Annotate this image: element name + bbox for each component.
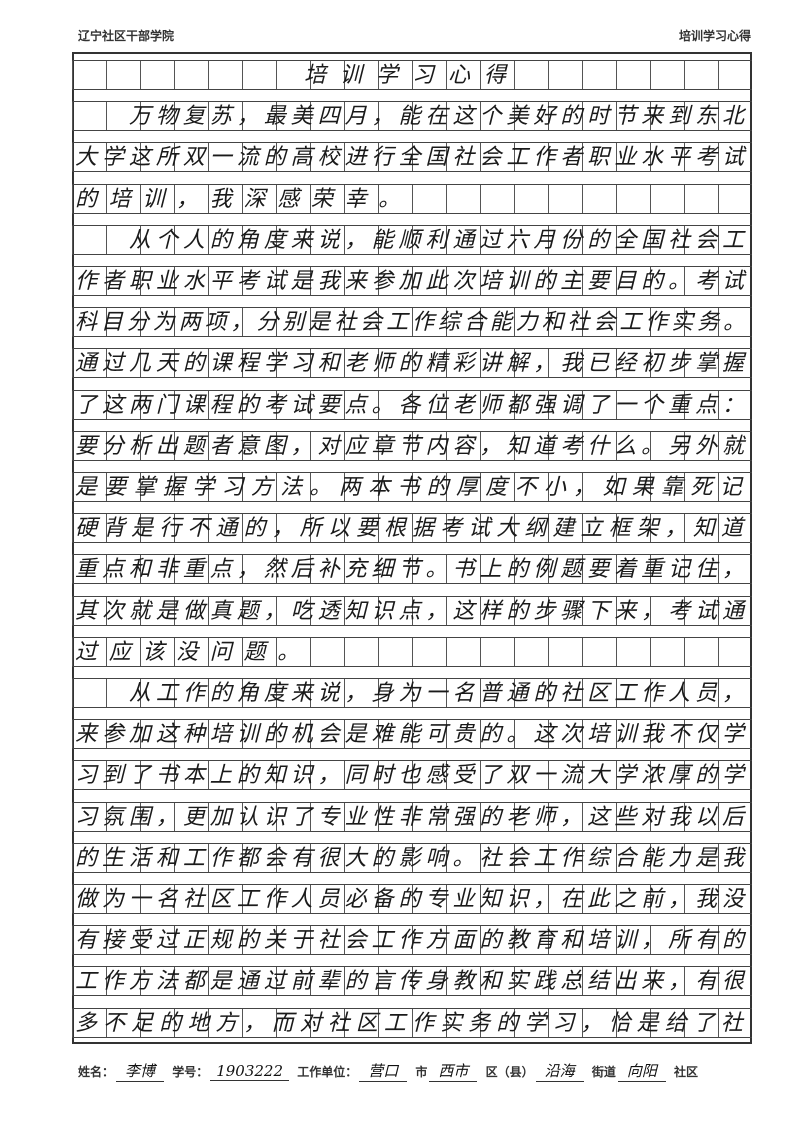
essay-line: 习到了书本上的知识，同时也感受了双一流大学浓厚的学 [75, 763, 750, 789]
essay-row: 要分析出题者意图，对应章节内容，知道考什么。另外就 [72, 430, 752, 461]
essay-row: 来参加这种培训的机会是难能可贵的。这次培训我不仅学 [72, 719, 752, 750]
essay-row: 万物复苏，最美四月，能在这个美好的时节来到东北 [72, 101, 752, 132]
essay-row: 有接受过正规的关于社会工作方面的教育和培训，所有的 [72, 925, 752, 956]
essay-line: 习氛围，更加认识了专业性非常强的老师，这些对我以后 [75, 804, 750, 830]
essay-row: 的培训，我深感荣幸。 [72, 183, 752, 214]
street-value: 沿海 [535, 1060, 584, 1082]
essay-line: 通过几天的课程学习和老师的精彩讲解，我已经初步掌握 [75, 351, 750, 377]
name-value: 李博 [116, 1060, 165, 1082]
essay-row: 大学这所双一流的高校进行全国社会工作者职业水平考试 [72, 142, 752, 173]
essay-row: 做为一名社区工作人员必备的专业知识，在此之前，我没 [72, 884, 752, 914]
name-label: 姓名： [78, 1065, 115, 1079]
essay-line: 是要掌握学习方法。两本书的厚度不小，如果靠死记 [75, 475, 750, 500]
essay-line: 的培训，我深感荣幸。 [75, 186, 413, 212]
essay-row: 通过几天的课程学习和老师的精彩讲解，我已经初步掌握 [72, 348, 752, 379]
essay-row: 习氛围，更加认识了专业性非常强的老师，这些对我以后 [72, 801, 752, 832]
essay-line: 做为一名社区工作人员必备的专业知识，在此之前，我没 [75, 887, 750, 912]
essay-line: 多不足的地方，而对社区工作实务的学习，恰是给了社 [75, 1010, 750, 1036]
essay-line: 了这两门课程的考试要点。各位老师都强调了一个重点： [75, 392, 750, 418]
district-label: 区（县） [485, 1065, 534, 1079]
essay-row: 工作方法都是通过前辈的言传身教和实践总结出来，有很 [72, 966, 752, 997]
essay-row: 科目分为两项，分别是社会工作综合能力和社会工作实务。 [72, 307, 752, 338]
essay-line: 作者职业水平考试是我来参加此次培训的主要目的。考试 [75, 269, 750, 294]
document-type-header: 培训学习心得 [678, 29, 751, 43]
essay-row: 硬背是行不通的，所以要根据考试大纲建立框架，知道 [72, 513, 752, 544]
id-label: 学号： [172, 1065, 209, 1079]
essay-row: 从工作的角度来说，身为一名普通的社区工作人员， [72, 678, 752, 708]
essay-line: 从个人的角度来说，能顺利通过六月份的全国社会工 [75, 227, 750, 253]
essay-row: 重点和非重点，然后补充细节。书上的例题要着重记住， [72, 554, 752, 585]
essay-line: 重点和非重点，然后补充细节。书上的例题要着重记住， [75, 557, 750, 583]
city-value: 营口 [359, 1060, 408, 1082]
essay-row: 是要掌握学习方法。两本书的厚度不小，如果靠死记 [72, 472, 752, 502]
essay-title-row: 培训学习心得 [72, 60, 752, 90]
essay-line: 硬背是行不通的，所以要根据考试大纲建立框架，知道 [75, 516, 750, 542]
essay-line: 工作方法都是通过前辈的言传身教和实践总结出来，有很 [75, 969, 750, 995]
id-value: 1903222 [210, 1062, 290, 1081]
manuscript-grid-frame [72, 52, 752, 1044]
essay-line: 要分析出题者意图，对应章节内容，知道考什么。另外就 [75, 433, 750, 459]
essay-line: 有接受过正规的关于社会工作方面的教育和培训，所有的 [75, 928, 750, 954]
street-label: 街道 [591, 1065, 616, 1079]
essay-row: 从个人的角度来说，能顺利通过六月份的全国社会工 [72, 224, 752, 255]
essay-line: 万物复苏，最美四月，能在这个美好的时节来到东北 [75, 104, 750, 130]
essay-row: 习到了书本上的知识，同时也感受了双一流大学浓厚的学 [72, 760, 752, 791]
community-value: 向阳 [617, 1060, 666, 1082]
essay-row: 过应该没问题。 [72, 636, 752, 667]
essay-row: 作者职业水平考试是我来参加此次培训的主要目的。考试 [72, 266, 752, 296]
student-info-footer: 姓名： 李博 学号： 1903222 工作单位： 营口 市西市 区（县） 沿海 街道 向阳… [78, 1060, 768, 1082]
essay-line: 大学这所双一流的高校进行全国社会工作者职业水平考试 [75, 145, 750, 171]
essay-line: 其次就是做真题，吃透知识点，这样的步骤下来，考试通 [75, 598, 750, 624]
community-label: 社区 [674, 1065, 699, 1079]
essay-row: 的生活和工作都会有很大的影响。社会工作综合能力是我 [72, 842, 752, 873]
essay-row: 其次就是做真题，吃透知识点，这样的步骤下来，考试通 [72, 595, 752, 626]
essay-line: 的生活和工作都会有很大的影响。社会工作综合能力是我 [75, 845, 750, 871]
essay-line: 科目分为两项，分别是社会工作综合能力和社会工作实务。 [75, 310, 750, 336]
essay-row: 多不足的地方，而对社区工作实务的学习，恰是给了社 [72, 1007, 752, 1038]
unit-label: 工作单位： [297, 1065, 358, 1079]
essay-line: 从工作的角度来说，身为一名普通的社区工作人员， [75, 681, 750, 706]
institution-header: 辽宁社区干部学院 [78, 29, 175, 43]
essay-row: 了这两门课程的考试要点。各位老师都强调了一个重点： [72, 389, 752, 420]
essay-line: 来参加这种培训的机会是难能可贵的。这次培训我不仅学 [75, 722, 750, 748]
city-label: 市 [415, 1065, 428, 1079]
district-value: 西市 [429, 1060, 478, 1082]
essay-title: 培训学习心得 [303, 63, 520, 88]
essay-line: 过应该没问题。 [75, 639, 311, 665]
